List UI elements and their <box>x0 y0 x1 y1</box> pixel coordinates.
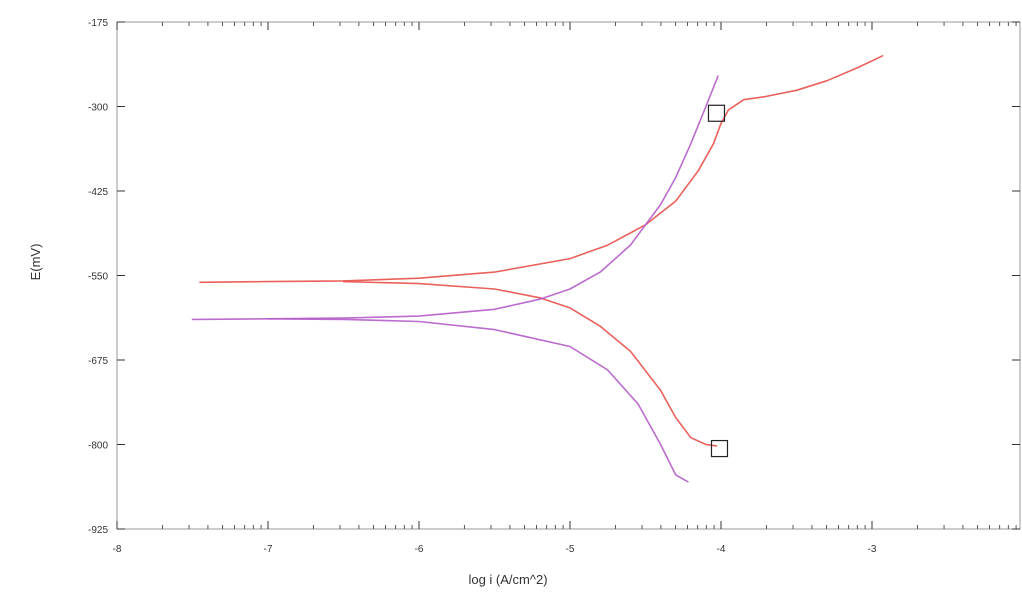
x-axis-ticks: -8 -7 -6 -5 -4 -3 <box>113 22 877 555</box>
series-1-cathodic-curve <box>342 280 718 447</box>
x-tick-label: -4 <box>717 544 726 555</box>
x-tick-label: -7 <box>264 544 273 555</box>
y-tick-label: -800 <box>88 441 108 452</box>
y-axis-ticks: -175 -300 -425 -550 -675 -800 -925 <box>88 18 1020 536</box>
y-axis-title: E(mV) <box>28 244 43 281</box>
y-tick-label: -425 <box>88 187 108 198</box>
plot-frame <box>116 21 1021 530</box>
x-tick-label: -8 <box>113 544 122 555</box>
y-tick-label: -925 <box>88 525 108 536</box>
square-marker <box>710 439 729 458</box>
minor-ticks <box>161 22 1017 529</box>
series-layer <box>191 55 884 483</box>
x-tick-label: -6 <box>415 544 424 555</box>
x-tick-label: -3 <box>868 544 877 555</box>
series-2-anodic-curve <box>191 75 719 321</box>
y-tick-label: -300 <box>88 103 108 114</box>
square-marker <box>707 104 726 122</box>
y-tick-label: -550 <box>88 272 108 283</box>
x-tick-label: -5 <box>566 544 575 555</box>
x-axis-title: log i (A/cm^2) <box>468 572 547 587</box>
marker-layer <box>707 104 729 458</box>
series-1-anodic-curve <box>199 55 884 284</box>
y-tick-label: -175 <box>88 18 108 29</box>
y-tick-label: -675 <box>88 356 108 367</box>
series-2-cathodic-curve <box>267 318 689 483</box>
